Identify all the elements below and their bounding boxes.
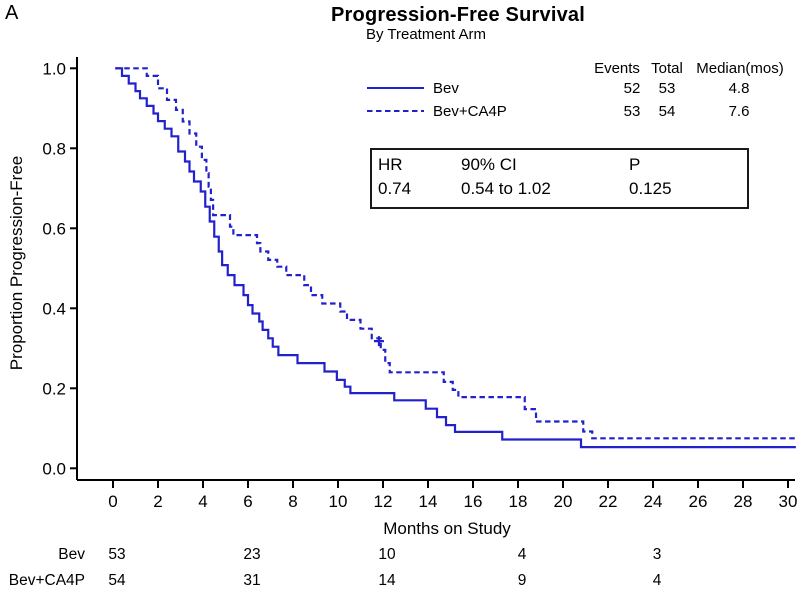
x-tick-label: 18	[509, 492, 528, 511]
risk-count: 10	[378, 546, 396, 563]
x-tick-label: 26	[689, 492, 708, 511]
x-tick-label: 2	[153, 492, 162, 511]
x-tick-label: 16	[464, 492, 483, 511]
y-axis-title: Proportion Progression-Free	[7, 155, 26, 371]
total-header: Total	[651, 60, 683, 77]
ci-value: 0.54 to 1.02	[461, 179, 551, 198]
bev-ca4p-events: 53	[623, 103, 641, 120]
risk-count: 54	[108, 572, 126, 589]
risk-row-label-bev-ca4p: Bev+CA4P	[8, 572, 85, 589]
bev-events: 52	[623, 80, 641, 97]
hr-value: 0.74	[378, 179, 412, 198]
y-tick-label: 0.4	[42, 299, 66, 318]
chart-subtitle: By Treatment Arm	[365, 26, 487, 43]
risk-count: 4	[652, 572, 662, 589]
legend-label-bev-ca4p: Bev+CA4P	[433, 103, 507, 120]
events-header: Events	[594, 60, 640, 77]
panel-label: A	[5, 2, 19, 24]
x-tick-label: 22	[599, 492, 618, 511]
risk-count: 14	[378, 572, 396, 589]
x-tick-label: 20	[554, 492, 573, 511]
censor-mark	[373, 336, 384, 347]
x-tick-label: 8	[288, 492, 297, 511]
risk-count: 31	[243, 572, 261, 589]
stats-box: HR 90% CI P 0.74 0.54 to 1.02 0.125	[370, 148, 749, 209]
risk-count: 4	[517, 546, 527, 563]
bev-ca4p-total: 54	[658, 103, 676, 120]
x-tick-label: 24	[644, 492, 663, 511]
x-tick-label: 10	[329, 492, 348, 511]
legend-line-dashed	[367, 110, 424, 113]
x-tick-label: 28	[734, 492, 753, 511]
risk-row-label-bev: Bev	[58, 546, 85, 563]
bev-median: 4.8	[728, 80, 750, 97]
risk-count: 53	[108, 546, 126, 563]
risk-count: 23	[243, 546, 261, 563]
x-tick-label: 4	[198, 492, 207, 511]
km-curve-bev-ca4p	[115, 67, 799, 440]
legend-label-bev: Bev	[433, 80, 459, 97]
x-tick-label: 30	[779, 492, 798, 511]
km-curve-bev	[115, 67, 796, 449]
x-axis-title: Months on Study	[383, 519, 511, 538]
p-value: 0.125	[629, 179, 672, 198]
y-tick-label: 0.0	[42, 459, 66, 478]
ci-label: 90% CI	[461, 155, 517, 174]
chart-title: Progression-Free Survival	[331, 4, 585, 26]
y-tick-label: 0.6	[42, 219, 66, 238]
x-tick-label: 12	[374, 492, 393, 511]
median-header: Median(mos)	[696, 60, 784, 77]
y-tick-label: 0.2	[42, 379, 66, 398]
p-label: P	[629, 155, 641, 174]
hr-label: HR	[378, 155, 403, 174]
bev-total: 53	[658, 80, 676, 97]
bev-ca4p-median: 7.6	[728, 103, 750, 120]
y-tick-label: 0.8	[42, 139, 66, 158]
x-tick-label: 6	[243, 492, 252, 511]
legend-line-solid	[367, 87, 424, 89]
risk-count: 9	[517, 572, 527, 589]
x-tick-label: 14	[419, 492, 438, 511]
y-tick-label: 1.0	[42, 59, 66, 78]
risk-count: 3	[652, 546, 662, 563]
x-tick-label: 0	[108, 492, 117, 511]
